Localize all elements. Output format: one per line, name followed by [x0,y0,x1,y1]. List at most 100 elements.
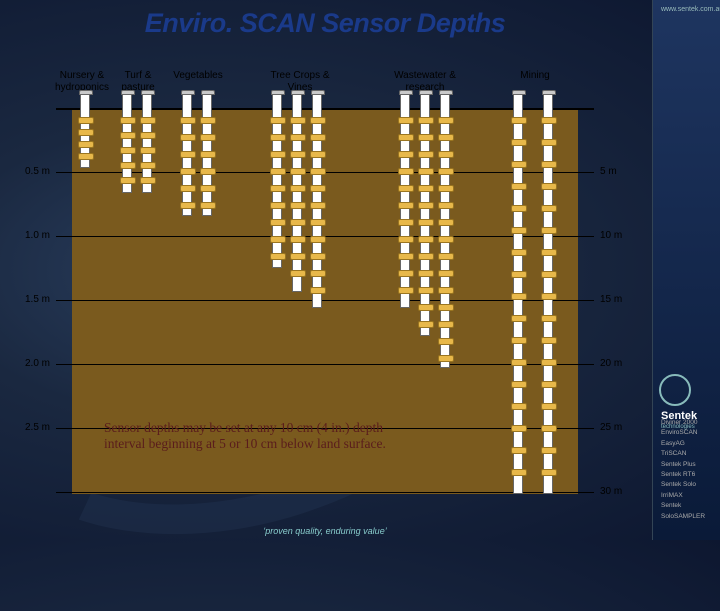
sensor-ring [541,249,557,256]
sensor-ring [418,321,434,328]
sensor-ring [310,117,326,124]
sensor-ring [290,202,306,209]
sensor-ring [418,168,434,175]
sensor-probe [400,94,410,308]
sensor-ring [418,185,434,192]
sensor-ring [511,315,527,322]
sensor-ring [511,403,527,410]
sensor-probe [440,94,450,368]
sensor-ring [310,168,326,175]
sensor-ring [511,227,527,234]
sensor-ring [290,117,306,124]
sensor-ring [511,271,527,278]
sensor-ring [511,337,527,344]
depth-label-right: 15 m [600,294,650,305]
sensor-ring [398,219,414,226]
sensor-probe [513,94,523,494]
product-list: Diviner 2000EnviroSCANEasyAGTriSCANSente… [661,418,720,522]
sensor-ring [310,185,326,192]
depth-label-right: 20 m [600,358,650,369]
sensor-ring [511,293,527,300]
right-sidebar: www.sentek.com.au Sentek technologies Di… [652,0,720,540]
sensor-ring [541,425,557,432]
sensor-ring [180,134,196,141]
sensor-ring [398,168,414,175]
sensor-ring [290,185,306,192]
probe-cap [141,90,155,95]
sensor-probe [80,94,90,168]
sensor-ring [541,205,557,212]
probe-cap [271,90,285,95]
sensor-ring [180,117,196,124]
sensor-ring [511,183,527,190]
sensor-ring [438,321,454,328]
sensor-ring [511,381,527,388]
sensor-ring [310,270,326,277]
sensor-probe [182,94,192,216]
sensor-probe [312,94,322,308]
sensor-ring [270,236,286,243]
product-item: EasyAG [661,439,720,449]
category-label: Vegetables [158,70,238,82]
depth-label-left: 1.5 m [0,294,50,305]
sensor-ring [290,253,306,260]
sensor-ring [541,117,557,124]
logo-icon [659,374,691,406]
sensor-ring [418,287,434,294]
sensor-ring [541,227,557,234]
sensor-ring [438,168,454,175]
sensor-ring [310,236,326,243]
sensor-ring [511,205,527,212]
sensor-ring [270,134,286,141]
probe-cap [121,90,135,95]
product-item: TriSCAN [661,449,720,459]
sensor-ring [438,236,454,243]
page-title: Enviro. SCAN Sensor Depths [0,8,650,39]
product-item: Sentek Solo [661,480,720,490]
depth-label-left: 0.5 m [0,166,50,177]
sensor-ring [541,469,557,476]
sensor-ring [511,161,527,168]
sensor-ring [200,117,216,124]
sensor-ring [438,287,454,294]
sensor-ring [438,355,454,362]
sensor-depth-diagram: Nursery & hydroponicsTurf & pastureVeget… [30,70,620,500]
sensor-ring [541,381,557,388]
product-item: Sentek SoloSAMPLER [661,501,720,522]
sensor-ring [180,168,196,175]
sensor-ring [200,168,216,175]
sensor-ring [270,219,286,226]
sensor-ring [310,134,326,141]
tagline: ‘proven quality, enduring value’ [0,526,650,536]
sensor-ring [120,147,136,154]
sensor-ring [290,236,306,243]
sensor-ring [270,117,286,124]
sensor-probe [543,94,553,494]
sensor-ring [418,117,434,124]
sensor-ring [120,162,136,169]
sensor-ring [180,185,196,192]
sensor-ring [398,185,414,192]
sensor-ring [438,117,454,124]
sensor-ring [140,132,156,139]
sensor-ring [310,202,326,209]
sensor-ring [270,151,286,158]
depth-label-left: 2.0 m [0,358,50,369]
probe-cap [311,90,325,95]
sensor-ring [290,134,306,141]
sensor-ring [140,162,156,169]
sensor-ring [398,236,414,243]
sensor-ring [438,253,454,260]
sensor-ring [418,151,434,158]
sensor-ring [418,236,434,243]
sensor-probe [292,94,302,292]
product-item: Sentek Plus [661,460,720,470]
product-item: IrriMAX [661,491,720,501]
product-item: Sentek RT6 [661,470,720,480]
depth-label-right: 25 m [600,422,650,433]
sensor-ring [418,304,434,311]
probe-cap [399,90,413,95]
sensor-ring [511,139,527,146]
note-line: interval beginning at 5 or 10 cm below l… [104,436,386,452]
sensor-ring [270,168,286,175]
